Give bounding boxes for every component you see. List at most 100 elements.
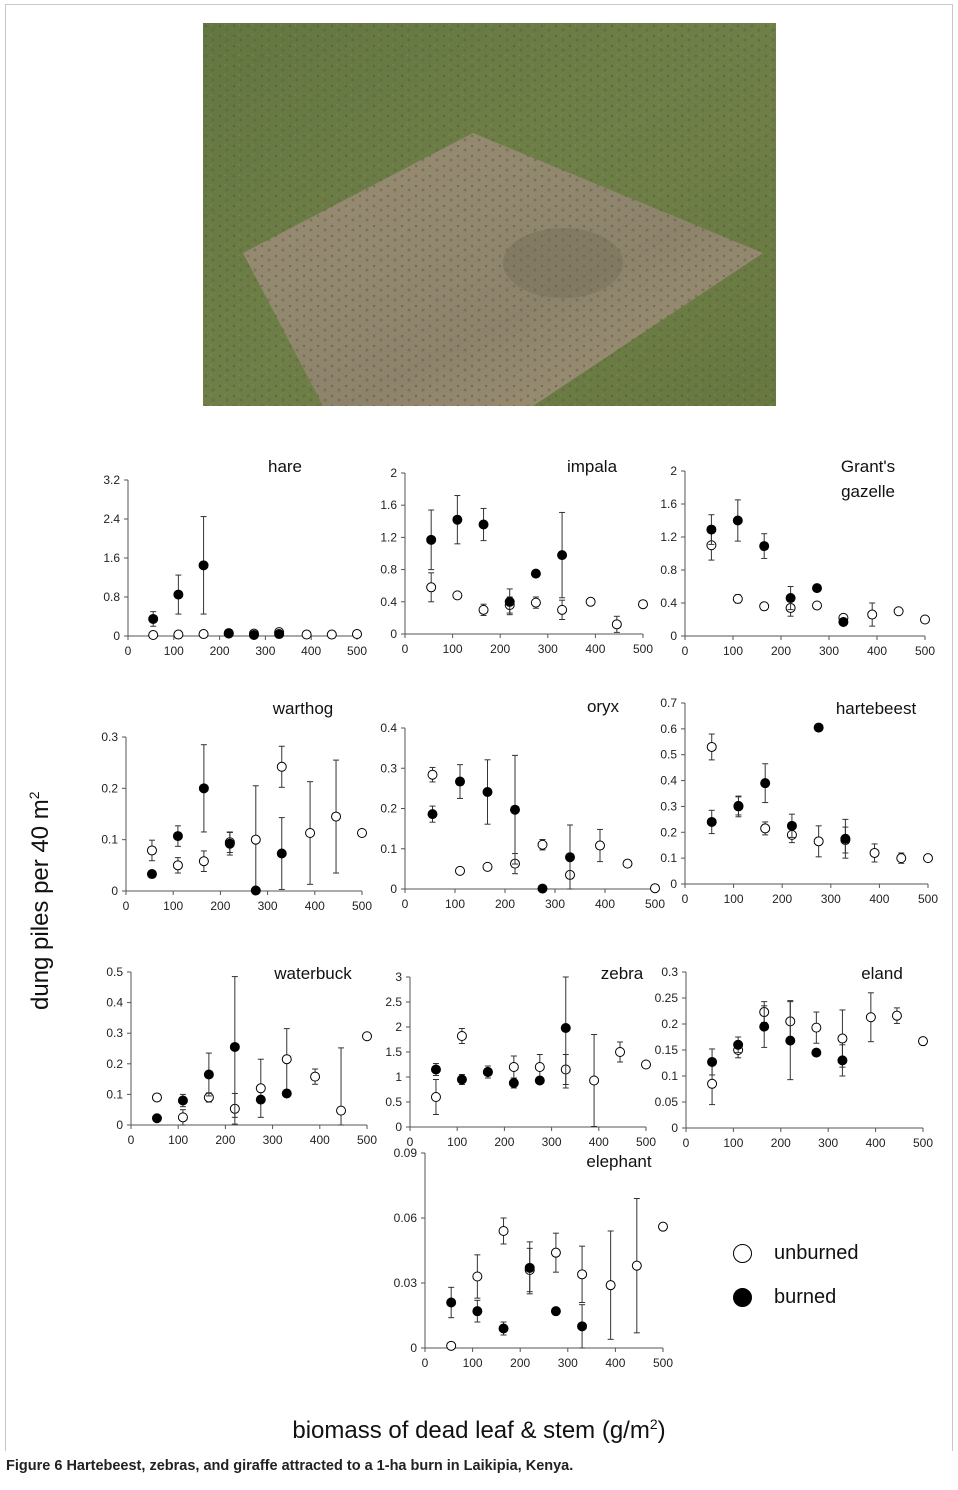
x-tick-label: 100 [463, 1356, 483, 1370]
y-tick-label: 0.6 [660, 722, 677, 736]
burned-point [455, 776, 465, 787]
unburned-point [589, 1075, 600, 1086]
unburned-point [605, 1280, 616, 1291]
unburned-point [362, 1031, 372, 1042]
y-tick-label: 0.3 [380, 761, 397, 775]
unburned-point [595, 840, 605, 851]
x-tick-label: 500 [918, 892, 938, 906]
y-tick-label: 3 [395, 970, 402, 984]
unburned-point [455, 865, 465, 876]
y-tick-label: 0.2 [380, 802, 397, 816]
unburned-point [508, 1062, 519, 1072]
y-tick-label: 0 [670, 629, 677, 643]
unburned-point [482, 861, 493, 872]
burned-point [250, 885, 261, 896]
x-tick-label: 100 [445, 897, 465, 911]
y-tick-label: 0.4 [380, 721, 397, 735]
x-tick-label: 100 [723, 1136, 743, 1150]
burned-point [482, 1067, 493, 1077]
y-tick-label: 0.1 [101, 833, 118, 847]
burned-point [148, 613, 159, 624]
x-tick-label: 200 [771, 644, 791, 658]
x-tick-label: 0 [402, 642, 409, 656]
unburned-point [498, 1226, 509, 1236]
y-tick-label: 2 [390, 466, 397, 480]
unburned-point [557, 604, 568, 615]
y-tick-label: 0.1 [660, 851, 677, 865]
burned-point [203, 1069, 214, 1080]
panel-title: impala [567, 457, 618, 476]
burned-point [786, 820, 797, 831]
x-tick-label: 400 [605, 1356, 625, 1370]
y-tick-label: 0.8 [660, 563, 677, 577]
y-tick-label: 0 [390, 882, 397, 896]
unburned-point [173, 629, 184, 640]
burned-point [560, 1023, 571, 1033]
y-tick-label: 0.15 [655, 1043, 679, 1057]
legend-unburned-label: unburned [774, 1242, 859, 1264]
burned-point [530, 568, 541, 579]
unburned-point [478, 604, 489, 615]
burned-point [840, 833, 851, 844]
panel-2: 0 100 200 300 400 500 0 0.4 0.8 1.2 1.6 2 Grant's gaz… [660, 457, 935, 658]
unburned-point [611, 619, 622, 630]
y-tick-label: 0 [395, 1120, 402, 1134]
unburned-point [918, 1036, 928, 1047]
unburned-point [869, 847, 880, 858]
y-tick-label: 0.3 [101, 730, 118, 744]
y-tick-label: 1 [395, 1070, 402, 1084]
unburned-point [867, 609, 878, 620]
panel-1: 0 100 200 300 400 500 0 0.4 0.8 1.2 1.6 2 impala [380, 457, 653, 656]
y-tick-label: 0.2 [106, 1057, 123, 1071]
burned-point [229, 1041, 240, 1052]
unburned-point [577, 1269, 588, 1280]
x-tick-label: 300 [542, 1135, 562, 1149]
unburned-point [920, 614, 930, 625]
y-axis-label: dung piles per 40 m2 [26, 791, 54, 1010]
unburned-point [352, 629, 362, 640]
panel-6: 0 100 200 300 400 500 0 0.1 0.2 0.3 0.4 0.5 waterbuc… [106, 964, 377, 1147]
unburned-point [198, 629, 209, 640]
burned-point [812, 583, 822, 594]
unburned-point [281, 1054, 292, 1065]
unburned-point [893, 606, 904, 617]
y-tick-label: 0 [670, 877, 677, 891]
burned-point [785, 1035, 796, 1046]
y-tick-label: 0.4 [660, 596, 677, 610]
burned-point [224, 838, 235, 849]
burned-point [534, 1075, 545, 1086]
figure-frame [5, 4, 953, 1451]
unburned-point [837, 1033, 848, 1044]
x-tick-label: 400 [310, 1133, 330, 1147]
x-tick-label: 100 [164, 644, 184, 658]
burned-point [785, 593, 796, 604]
burned-point [557, 550, 568, 561]
unburned-point [622, 858, 633, 869]
y-tick-label: 0.1 [661, 1069, 678, 1083]
burned-point [427, 809, 438, 820]
y-tick-label: 0.09 [394, 1146, 418, 1160]
unburned-point [891, 1010, 902, 1021]
x-tick-label: 200 [494, 1135, 514, 1149]
x-tick-label: 300 [818, 1136, 838, 1150]
y-tick-label: 0 [390, 627, 397, 641]
x-tick-label: 0 [125, 644, 132, 658]
y-tick-label: 0.1 [380, 842, 397, 856]
caption-text: Hartebeest, zebras, and giraffe attracte… [66, 1458, 574, 1474]
y-tick-label: 2 [395, 1020, 402, 1034]
burned-point [452, 514, 463, 525]
burned-point [248, 630, 259, 641]
y-tick-label: 0.05 [655, 1095, 679, 1109]
burned-point [733, 800, 744, 811]
unburned-point [326, 629, 337, 640]
y-tick-label: 0.3 [106, 1026, 123, 1040]
panel-title: zebra [601, 964, 644, 983]
unburned-point [812, 600, 822, 611]
legend-burned: burned [733, 1286, 836, 1309]
unburned-point [426, 582, 437, 593]
y-tick-label: 0.2 [101, 781, 118, 795]
x-tick-label: 400 [589, 1135, 609, 1149]
x-tick-label: 0 [682, 892, 689, 906]
burned-point [706, 524, 717, 535]
